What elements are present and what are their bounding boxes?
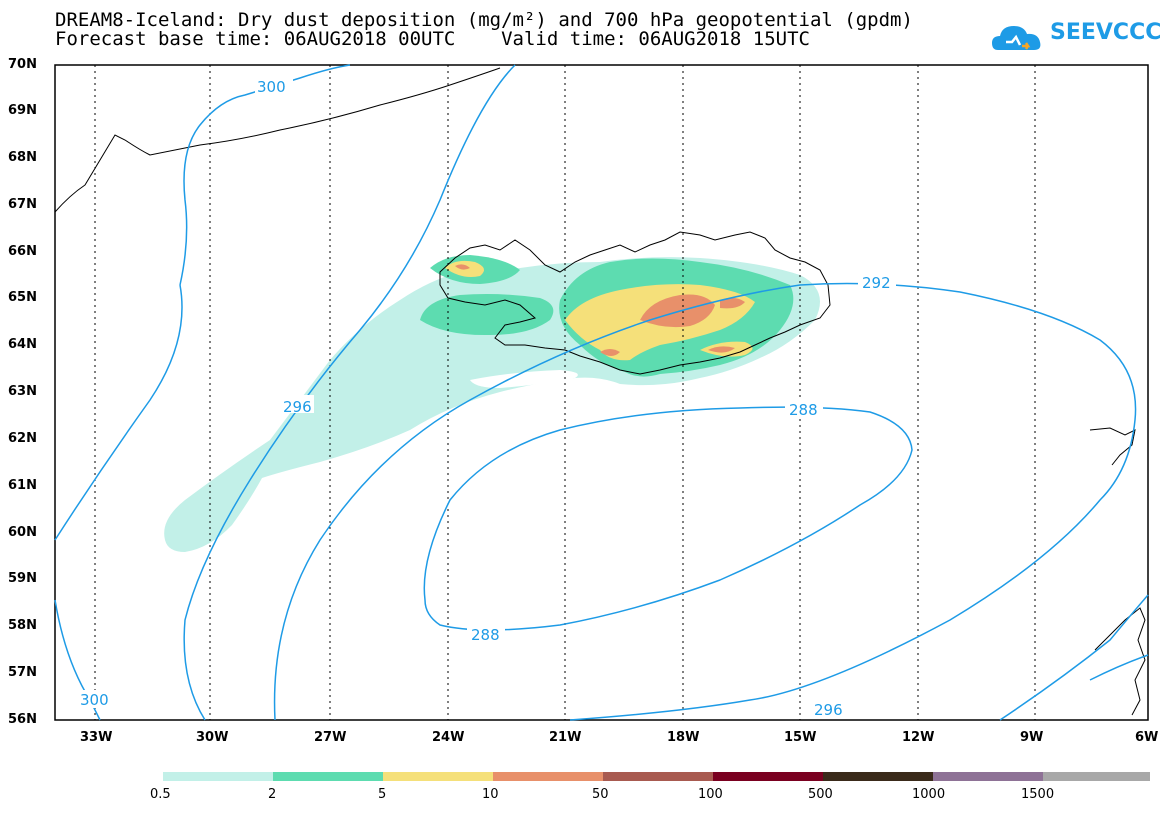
colorbar-label: 50	[592, 787, 609, 802]
contour-label-300-north: 300	[257, 78, 286, 96]
map-title: DREAM8-Iceland: Dry dust deposition (mg/…	[55, 9, 913, 31]
contour-288	[423, 406, 913, 631]
faroe-coast	[1089, 427, 1136, 466]
contour-300-north	[179, 64, 351, 286]
map-frame	[54, 64, 1149, 721]
lat-label: 63N	[8, 384, 37, 399]
lat-label: 61N	[8, 478, 37, 493]
lon-label: 15W	[784, 730, 817, 745]
lon-label: 21W	[549, 730, 582, 745]
logo-text: SEEVCCC	[1050, 20, 1162, 45]
lon-label: 6W	[1135, 730, 1159, 745]
contour-label-300-south: 300	[80, 691, 109, 709]
contour-296-southeast	[273, 282, 1137, 721]
forecast-times: Forecast base time: 06AUG2018 00UTC Vali…	[55, 28, 810, 50]
lat-label: 70N	[8, 57, 37, 72]
lat-label: 67N	[8, 197, 37, 212]
colorbar-label: 100	[698, 787, 723, 802]
graticule	[94, 65, 1036, 720]
contour-label-288-south: 288	[471, 626, 500, 644]
lat-label: 58N	[8, 618, 37, 633]
lon-label: 33W	[80, 730, 113, 745]
dust-moderate-west	[420, 294, 554, 336]
dust-very-high-e	[720, 297, 745, 309]
dust-very-high-sw	[600, 349, 620, 356]
contour-300-west	[54, 284, 183, 541]
lat-label: 65N	[8, 290, 37, 305]
colorbar-segments	[163, 772, 1150, 781]
dust-very-high-nw	[455, 264, 470, 270]
contour-label-296-west: 296	[283, 398, 312, 416]
contour-300-east	[1089, 654, 1149, 681]
lat-label: 57N	[8, 665, 37, 680]
colorbar-label: 0.5	[150, 787, 171, 802]
colorbar-label: 10	[482, 787, 499, 802]
lon-label: 18W	[667, 730, 700, 745]
lon-label: 9W	[1020, 730, 1044, 745]
iceland-coast	[439, 231, 831, 375]
greenland-coast	[54, 67, 501, 213]
contour-label-288-north: 288	[789, 401, 818, 419]
lat-label: 69N	[8, 103, 37, 118]
lat-label: 66N	[8, 244, 37, 259]
lon-label: 12W	[902, 730, 935, 745]
lat-label: 68N	[8, 150, 37, 165]
colorbar-label: 1500	[1021, 787, 1055, 802]
lon-label: 24W	[432, 730, 465, 745]
lon-label: 30W	[196, 730, 229, 745]
lon-label: 27W	[314, 730, 347, 745]
lat-label: 59N	[8, 571, 37, 586]
contour-296-east	[999, 594, 1149, 721]
dust-very-high-core	[640, 294, 715, 328]
colorbar-label: 5	[378, 787, 387, 802]
lat-label: 64N	[8, 337, 37, 352]
contour-label-296-south: 296	[814, 701, 843, 719]
lat-label: 56N	[8, 712, 37, 727]
contour-label-292: 292	[862, 274, 891, 292]
contour-296-west	[183, 64, 516, 721]
cloud-logo-icon	[992, 26, 1041, 50]
scotland-coast	[1094, 607, 1146, 716]
lat-label: 60N	[8, 525, 37, 540]
colorbar-label: 1000	[912, 787, 946, 802]
colorbar-label: 2	[268, 787, 277, 802]
dust-deposition-shading	[164, 255, 820, 552]
colorbar-label: 500	[808, 787, 833, 802]
dust-plume-gap	[470, 370, 578, 388]
lat-label: 62N	[8, 431, 37, 446]
dust-very-high-s	[708, 346, 735, 353]
coastlines	[54, 67, 1146, 716]
